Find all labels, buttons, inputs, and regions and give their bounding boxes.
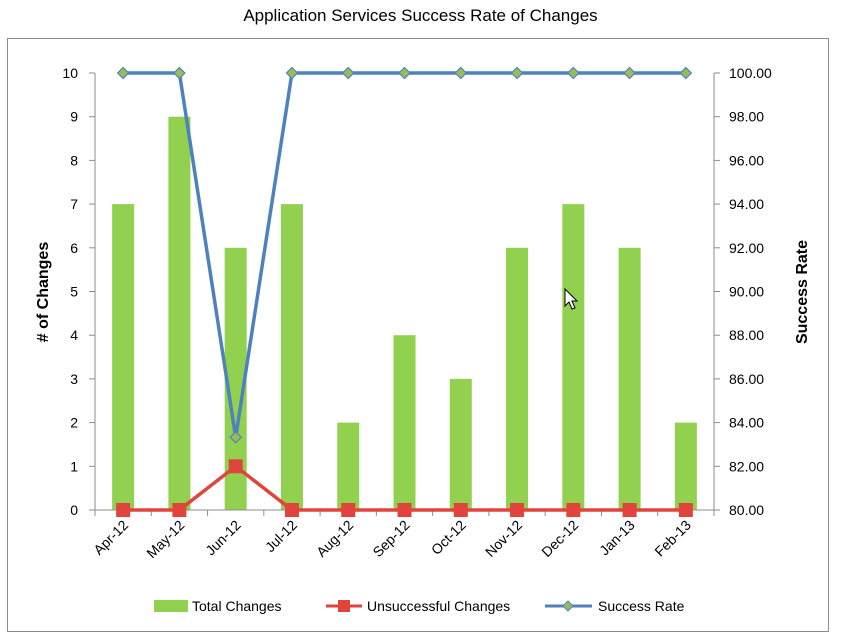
x-tick-label-feb-13: Feb-13 xyxy=(651,517,694,560)
point-unsuccessful-may-12 xyxy=(172,503,187,517)
legend-swatch-total-changes xyxy=(154,600,188,612)
x-tick-label-jul-12: Jul-12 xyxy=(262,517,300,555)
y-tick-label: 5 xyxy=(70,284,78,300)
bar-sep-12 xyxy=(393,335,416,510)
y-tick-label: 7 xyxy=(70,196,78,212)
legend-label-total-changes: Total Changes xyxy=(192,598,282,614)
y-tick-label: 10 xyxy=(62,65,78,81)
bar-dec-12 xyxy=(562,204,585,510)
point-success-rate-jan-13 xyxy=(623,66,636,80)
point-unsuccessful-dec-12 xyxy=(566,503,581,517)
bar-feb-13 xyxy=(674,422,697,510)
mouse-cursor-icon xyxy=(564,287,579,310)
x-tick-label-nov-12: Nov-12 xyxy=(482,517,525,560)
legend-label-unsuccessful-changes: Unsuccessful Changes xyxy=(367,598,510,614)
point-success-rate-aug-12 xyxy=(341,66,355,80)
bar-jan-13 xyxy=(618,247,641,511)
x-tick-label-jan-13: Jan-13 xyxy=(596,517,638,559)
y2-tick-label: 84.00 xyxy=(729,415,764,431)
y2-tick-label: 86.00 xyxy=(729,371,764,387)
chart-frame xyxy=(7,38,829,632)
point-unsuccessful-jul-12 xyxy=(284,503,299,517)
y-tick-label: 3 xyxy=(70,371,78,387)
chart-title: Application Services Success Rate of Cha… xyxy=(243,6,598,25)
y2-tick-label: 90.00 xyxy=(729,284,764,300)
y2-tick-label: 98.00 xyxy=(729,109,764,125)
y2-tick-label: 94.00 xyxy=(729,196,764,212)
y-tick-label: 1 xyxy=(70,458,78,474)
point-unsuccessful-nov-12 xyxy=(510,503,525,517)
point-success-rate-jun-12 xyxy=(229,430,243,444)
bar-apr-12 xyxy=(112,204,135,510)
y2-tick-label: 92.00 xyxy=(729,240,764,256)
y2-tick-label: 88.00 xyxy=(729,327,764,343)
x-tick-label-apr-12: Apr-12 xyxy=(90,517,131,558)
point-unsuccessful-apr-12 xyxy=(116,503,131,517)
y-axis-title: # of Changes xyxy=(35,242,52,343)
point-unsuccessful-jun-12 xyxy=(228,459,243,474)
bars-layer xyxy=(112,116,697,511)
bar-jun-12 xyxy=(224,247,247,511)
y-tick-label: 8 xyxy=(70,152,78,168)
point-success-rate-dec-12 xyxy=(566,66,580,80)
point-unsuccessful-feb-13 xyxy=(678,503,693,517)
legend: Total Changes Unsuccessful Changes Succe… xyxy=(154,598,685,614)
y-tick-label: 0 xyxy=(70,502,78,518)
x-tick-label-dec-12: Dec-12 xyxy=(538,517,581,560)
bar-oct-12 xyxy=(449,378,472,510)
y-tick-label: 6 xyxy=(70,240,78,256)
bar-aug-12 xyxy=(337,422,360,510)
y2-tick-label: 82.00 xyxy=(729,458,764,474)
bar-nov-12 xyxy=(506,247,529,511)
x-tick-label-may-12: May-12 xyxy=(143,517,187,561)
y2-axis-title: Success Rate xyxy=(794,240,811,344)
point-success-rate-feb-13 xyxy=(679,66,693,80)
point-unsuccessful-sep-12 xyxy=(397,503,412,517)
point-success-rate-sep-12 xyxy=(398,66,411,80)
y2-tick-label: 100.00 xyxy=(729,65,772,81)
x-tick-label-oct-12: Oct-12 xyxy=(428,517,469,558)
x-tick-label-aug-12: Aug-12 xyxy=(313,517,356,560)
point-unsuccessful-oct-12 xyxy=(453,503,468,517)
legend-marker-unsuccessful-changes xyxy=(338,600,350,612)
legend-marker-success-rate xyxy=(562,600,574,612)
y-tick-label: 9 xyxy=(70,109,78,125)
point-success-rate-jul-12 xyxy=(285,66,299,80)
x-tick-label-sep-12: Sep-12 xyxy=(369,517,412,560)
point-success-rate-apr-12 xyxy=(116,66,130,80)
lines-layer xyxy=(116,66,693,517)
y2-tick-label: 80.00 xyxy=(729,502,764,518)
point-unsuccessful-jan-13 xyxy=(622,503,637,517)
point-success-rate-may-12 xyxy=(173,66,186,80)
y-tick-label: 4 xyxy=(70,327,78,343)
point-success-rate-nov-12 xyxy=(510,66,524,80)
point-success-rate-oct-12 xyxy=(454,66,468,80)
legend-label-success-rate: Success Rate xyxy=(598,598,685,614)
bar-may-12 xyxy=(168,116,191,510)
x-tick-label-jun-12: Jun-12 xyxy=(202,517,244,559)
point-unsuccessful-aug-12 xyxy=(341,503,356,517)
y2-tick-label: 96.00 xyxy=(729,152,764,168)
y-tick-label: 2 xyxy=(70,415,78,431)
bar-jul-12 xyxy=(280,204,303,510)
